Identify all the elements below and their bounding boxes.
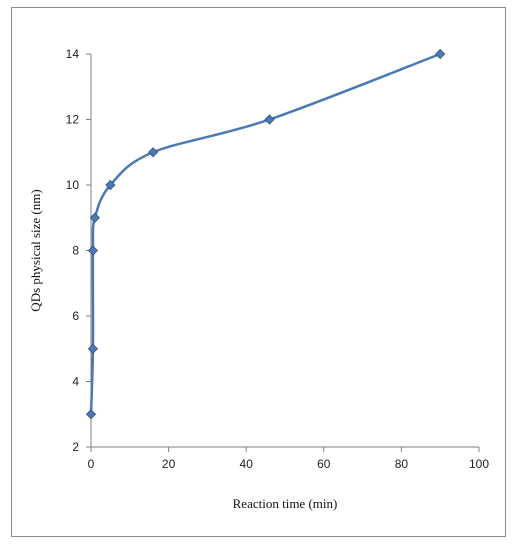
data-point-marker <box>89 212 100 223</box>
x-axis-title: Reaction time (min) <box>233 496 338 511</box>
y-tick-label: 10 <box>66 178 80 192</box>
y-ticks: 2 4 6 8 10 12 14 <box>66 47 91 454</box>
y-tick-label: 2 <box>72 440 79 454</box>
y-tick-label: 4 <box>72 375 79 389</box>
data-point-marker <box>105 179 116 191</box>
x-ticks: 0 20 40 60 80 100 <box>88 447 489 471</box>
x-tick-label: 60 <box>317 457 331 471</box>
data-point-marker <box>87 245 99 256</box>
data-point-marker <box>435 48 446 60</box>
y-tick-label: 8 <box>72 244 79 258</box>
data-point-marker <box>264 114 275 125</box>
x-tick-label: 40 <box>240 457 254 471</box>
data-point-marker <box>85 409 97 420</box>
y-tick-label: 6 <box>72 309 79 323</box>
y-tick-label: 12 <box>66 113 80 127</box>
series-markers <box>85 48 446 420</box>
x-tick-label: 80 <box>395 457 409 471</box>
y-axis-title: QDs physical size (nm) <box>28 189 43 311</box>
x-tick-label: 100 <box>469 457 489 471</box>
x-tick-label: 0 <box>88 457 95 471</box>
x-tick-label: 20 <box>162 457 176 471</box>
data-point-marker <box>87 343 99 354</box>
data-point-marker <box>148 147 159 158</box>
series-line <box>89 52 441 415</box>
y-tick-label: 14 <box>66 47 80 61</box>
